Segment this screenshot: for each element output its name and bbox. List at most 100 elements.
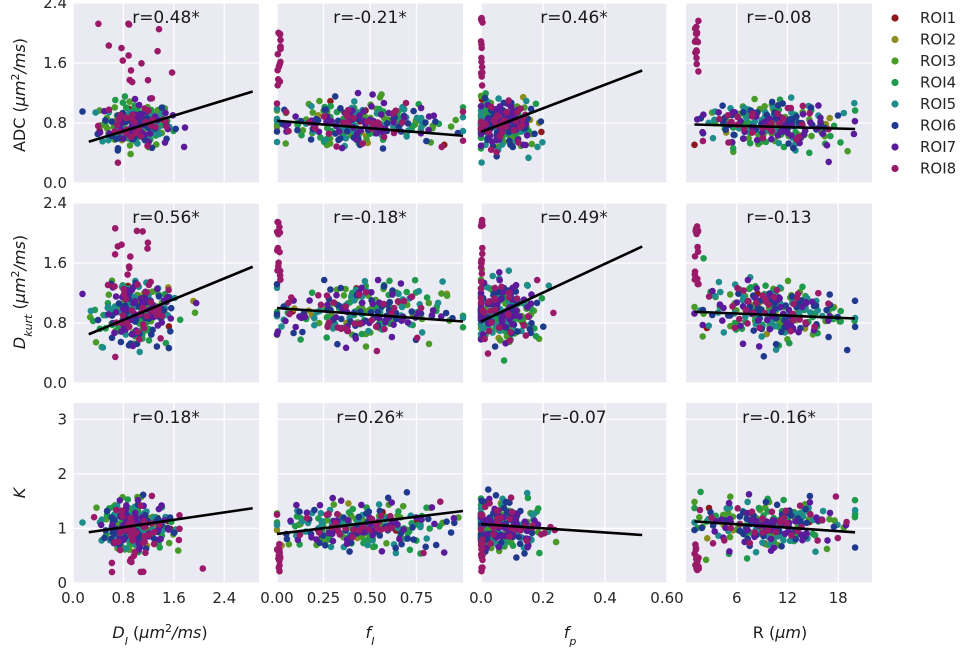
correlation-label: r=-0.21*: [333, 8, 407, 28]
data-point-roi8: [811, 323, 818, 331]
data-point-roi5: [311, 314, 318, 322]
data-point-roi6: [398, 540, 405, 548]
data-point-roi5: [545, 282, 553, 290]
data-point-roi7: [398, 317, 405, 325]
data-point-roi8: [315, 529, 323, 536]
data-point-roi8: [772, 528, 780, 536]
data-point-roi6: [807, 104, 815, 111]
data-point-roi6: [425, 515, 432, 523]
data-point-roi4: [403, 288, 411, 296]
data-point-roi8: [498, 128, 506, 136]
data-point-roi8: [493, 507, 501, 514]
data-point-roi4: [121, 93, 129, 100]
data-point-roi6: [322, 106, 330, 113]
data-point-roi7: [431, 520, 438, 528]
x-tick-label: 1.6: [162, 589, 186, 607]
data-point-roi6: [442, 309, 450, 317]
data-point-roi8: [493, 148, 500, 156]
data-point-roi6: [365, 508, 373, 515]
data-point-roi8: [695, 280, 702, 288]
data-point-roi7: [496, 103, 504, 110]
data-point-roi8: [485, 327, 493, 335]
data-point-roi6: [492, 492, 500, 499]
data-point-roi8: [773, 286, 781, 294]
data-point-roi8: [504, 311, 512, 318]
data-point-roi7: [282, 317, 289, 325]
data-point-roi8: [479, 512, 486, 519]
data-point-roi5: [530, 510, 538, 518]
data-point-roi7: [296, 313, 303, 320]
data-point-roi6: [447, 529, 455, 536]
data-point-roi8: [127, 514, 134, 522]
data-point-roi8: [138, 60, 145, 67]
data-point-roi8: [734, 284, 741, 292]
data-point-roi7: [155, 536, 163, 543]
data-point-roi6: [101, 534, 108, 542]
data-point-roi6: [376, 532, 384, 539]
data-point-roi8: [819, 517, 826, 524]
data-point-roi6: [273, 128, 281, 135]
data-point-roi8: [751, 529, 758, 536]
data-point-roi5: [418, 329, 426, 336]
data-point-roi4: [423, 294, 431, 301]
data-point-roi8: [140, 533, 148, 540]
data-point-roi5: [364, 541, 371, 549]
data-point-roi8: [488, 319, 495, 326]
data-point-roi4: [162, 339, 170, 347]
data-point-roi6: [515, 533, 523, 541]
data-point-roi7: [97, 521, 105, 529]
data-point-roi4: [176, 316, 184, 324]
data-point-roi8: [693, 553, 700, 560]
data-point-roi5: [851, 506, 859, 514]
y-tick-label: 0.0: [43, 174, 67, 192]
data-point-roi8: [111, 251, 119, 258]
data-point-roi3: [691, 498, 698, 506]
data-point-roi8: [380, 300, 387, 308]
data-point-roi6: [528, 319, 535, 327]
data-point-roi5: [375, 501, 383, 508]
data-point-roi7: [135, 113, 143, 121]
data-point-roi8: [118, 44, 125, 52]
data-point-roi8: [724, 112, 732, 119]
data-point-roi7: [799, 303, 806, 311]
data-point-roi6: [505, 128, 513, 136]
data-point-roi7: [807, 119, 814, 126]
data-point-roi7: [400, 526, 408, 533]
data-point-roi3: [383, 540, 390, 547]
data-point-roi7: [354, 89, 362, 97]
data-point-roi6: [320, 276, 328, 284]
data-point-roi8: [141, 105, 148, 112]
data-point-roi8: [137, 502, 144, 510]
data-point-roi7: [745, 491, 753, 498]
data-point-roi7: [368, 289, 375, 296]
data-point-roi6: [410, 536, 417, 543]
y-axis-labels: ADC (μm2/ms) Dkurt (μm2/ms) K: [9, 38, 35, 498]
data-point-roi8: [708, 514, 715, 521]
data-point-roi7: [851, 117, 859, 125]
data-point-roi6: [380, 283, 388, 290]
correlation-label: r=0.49*: [540, 208, 608, 228]
data-point-roi3: [726, 533, 734, 541]
data-point-roi6: [113, 135, 120, 143]
data-point-roi1: [327, 97, 334, 105]
data-point-roi7: [388, 333, 396, 341]
data-point-roi8: [787, 327, 794, 335]
data-point-roi7: [428, 504, 436, 511]
data-point-roi7: [167, 315, 175, 322]
data-point-roi8: [793, 294, 801, 302]
legend-marker-roi8: [891, 164, 899, 173]
data-point-roi8: [356, 320, 364, 328]
data-point-roi6: [739, 108, 747, 116]
correlation-label: r=0.46*: [540, 8, 608, 28]
data-point-roi6: [843, 346, 851, 354]
data-point-roi3: [127, 150, 134, 158]
data-point-roi6: [481, 94, 489, 102]
data-point-roi3: [438, 290, 445, 297]
data-point-roi8: [355, 526, 363, 534]
data-point-roi6: [115, 300, 123, 307]
data-point-roi8: [478, 553, 485, 561]
regression-line: [276, 306, 464, 323]
data-point-roi7: [523, 132, 531, 139]
data-point-roi8: [142, 549, 149, 557]
